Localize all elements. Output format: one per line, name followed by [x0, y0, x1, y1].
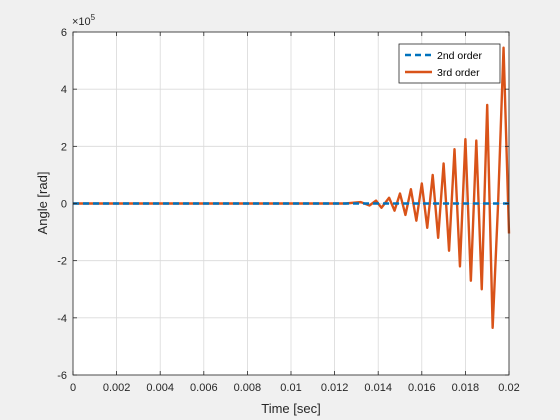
y-tick-label: 2: [61, 141, 67, 153]
y-tick-label: -6: [57, 370, 67, 382]
ticks: [72, 31, 510, 376]
y-tick-label: -4: [57, 313, 67, 325]
plot-area: [73, 46, 511, 330]
y-tick-label: 6: [61, 27, 67, 39]
y-axis-label: Angle [rad]: [35, 172, 50, 235]
series-line-3rd-order: [73, 46, 511, 330]
x-tick-label: 0: [70, 382, 76, 394]
x-tick-label: 0.016: [408, 382, 436, 394]
y-tick-label: 0: [61, 199, 67, 211]
x-tick-label: 0.014: [364, 382, 392, 394]
x-tick-label: 0.012: [321, 382, 349, 394]
x-tick-label: 0.002: [103, 382, 131, 394]
legend-box: [398, 43, 501, 84]
x-tick-label: 0.01: [280, 382, 301, 394]
x-tick-label: 0.008: [234, 382, 262, 394]
x-tick-label: 0.006: [190, 382, 218, 394]
x-axis-label: Time [sec]: [261, 401, 320, 416]
tick-labels: 0 0.002 0.004 0.006 0.008 0.01 0.012 0.014 0.016…: [57, 27, 519, 394]
y-exponent-label: ×105: [72, 13, 96, 28]
y-tick-label: -2: [57, 256, 67, 268]
legend-label-2nd-order: 2nd order: [437, 50, 482, 62]
x-tick-label: 0.02: [498, 382, 519, 394]
y-tick-label: 4: [61, 84, 67, 96]
x-tick-label: 0.004: [146, 382, 174, 394]
legend: 2nd order 3rd order: [398, 43, 501, 84]
legend-label-3rd-order: 3rd order: [437, 67, 480, 79]
x-tick-label: 0.018: [452, 382, 480, 394]
